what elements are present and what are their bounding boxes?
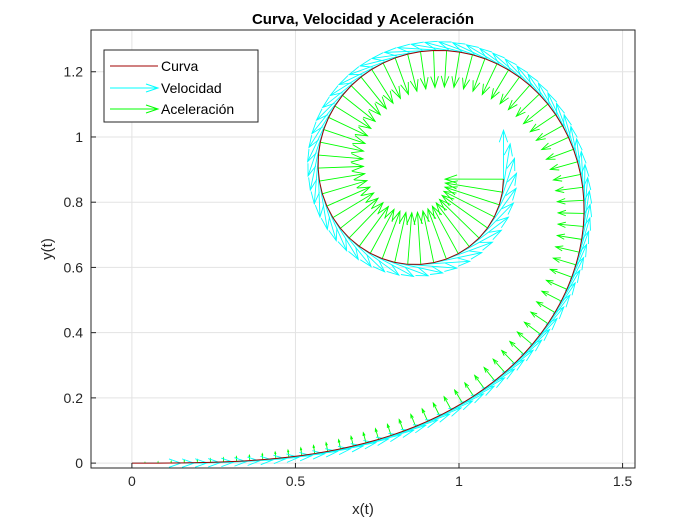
y-tick-label: 0.4 [64,325,84,341]
y-tick-label: 0.8 [64,194,84,210]
chart-title: Curva, Velocidad y Aceleración [252,11,474,28]
x-axis-label: x(t) [352,501,374,518]
legend-label-aceleracion: Aceleración [161,101,234,117]
acceleration-arrow-head [249,455,250,457]
x-tick-label: 0 [128,473,136,489]
y-tick-label: 1 [75,129,83,145]
x-tick-label: 1.5 [613,473,633,489]
x-tick-label: 0.5 [286,473,306,489]
y-tick-label: 0 [75,455,83,471]
legend: Curva Velocidad Aceleración [104,50,258,122]
x-tick-label: 1 [455,473,463,489]
y-tick-label: 0.2 [64,390,84,406]
acceleration-arrow-shaft [558,213,584,214]
legend-label-curva: Curva [161,58,199,74]
legend-label-velocidad: Velocidad [161,80,222,96]
y-tick-label: 1.2 [64,64,84,80]
y-axis-label: y(t) [39,238,56,260]
y-tick-label: 0.6 [64,259,84,275]
